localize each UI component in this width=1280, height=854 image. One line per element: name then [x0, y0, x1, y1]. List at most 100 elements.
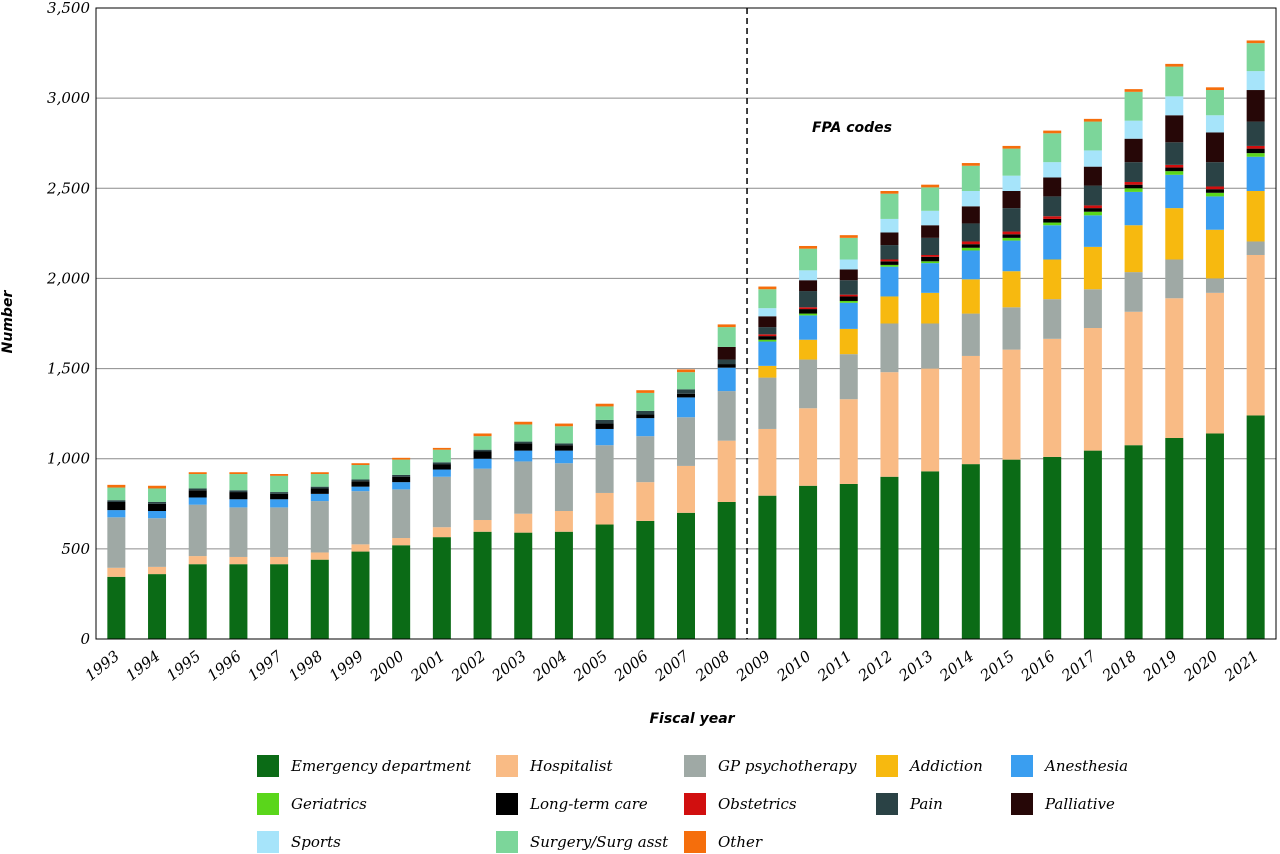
bar-stack-2006: [636, 390, 655, 639]
bar-segment: [717, 391, 736, 441]
bar-stack-2021: [1246, 40, 1265, 639]
bar-segment: [636, 410, 655, 415]
bar-stack-2002: [473, 433, 492, 639]
stacked-bar-chart: FPA codes 0 500 1,000 1,500 2,000 2,500 3,000 3…: [0, 0, 1277, 727]
bar-segment: [1002, 307, 1021, 350]
legend-swatch: [496, 755, 518, 777]
bar-segment: [1124, 191, 1143, 226]
bar-segment: [1124, 311, 1143, 446]
legend-swatch: [257, 831, 279, 853]
bar-segment: [636, 520, 655, 639]
bar-segment: [758, 339, 777, 342]
bar-segment: [799, 280, 818, 292]
bar-segment: [270, 499, 289, 508]
bar-segment: [839, 269, 858, 281]
bar-segment: [514, 421, 533, 425]
bar-segment: [1043, 259, 1062, 300]
bar-stack-1993: [107, 484, 126, 639]
bar-segment: [1002, 148, 1021, 176]
legend-swatch: [876, 755, 898, 777]
bar-segment: [717, 440, 736, 502]
bar-segment: [1205, 196, 1224, 230]
x-tick-label: 2009: [732, 647, 774, 686]
legend-item: Emergency department: [257, 754, 471, 778]
bar-segment: [188, 564, 207, 639]
bar-segment: [1165, 208, 1184, 260]
bar-segment: [554, 463, 573, 511]
x-tick-label: 1996: [204, 647, 246, 685]
legend-swatch: [876, 793, 898, 815]
bar-segment: [1083, 205, 1102, 209]
x-tick-label: 2005: [569, 647, 611, 685]
bar-segment: [880, 476, 899, 639]
bar-segment: [392, 489, 411, 539]
bar-segment: [595, 524, 614, 639]
bar-segment: [1165, 174, 1184, 209]
bar-segment: [921, 184, 940, 188]
bar-segment: [636, 436, 655, 483]
bar-segment: [432, 464, 451, 470]
bar-segment: [514, 450, 533, 462]
bar-segment: [799, 339, 818, 360]
bar-stack-2005: [595, 403, 614, 639]
y-tick-label: 2,500: [46, 179, 90, 197]
bar-segment: [1002, 231, 1021, 235]
bar-segment: [839, 259, 858, 270]
bar-segment: [717, 364, 736, 368]
bar-segment: [107, 567, 126, 577]
bar-segment: [310, 552, 329, 560]
bar-segment: [921, 263, 940, 293]
bar-segment: [1246, 145, 1265, 149]
bar-segment: [595, 423, 614, 429]
bar-segment: [717, 324, 736, 328]
bar-segment: [270, 474, 289, 476]
bar-stack-2020: [1205, 87, 1224, 639]
bar-segment: [1083, 118, 1102, 122]
bar-segment: [1124, 184, 1143, 189]
bar-segment: [1002, 190, 1021, 209]
bar-segment: [921, 292, 940, 324]
bar-segment: [188, 490, 207, 498]
bar-segment: [148, 503, 167, 511]
x-tick-label: 2002: [447, 647, 489, 685]
bar-segment: [1246, 241, 1265, 255]
bar-segment: [392, 457, 411, 460]
bar-segment: [229, 492, 248, 500]
bar-stack-2007: [677, 369, 695, 639]
bar-segment: [595, 428, 614, 446]
bar-segment: [229, 556, 248, 565]
bar-segment: [1165, 96, 1184, 116]
bar-segment: [758, 377, 777, 429]
bar-segment: [961, 279, 980, 314]
bar-segment: [1002, 234, 1021, 238]
bar-segment: [107, 487, 126, 501]
bar-segment: [270, 564, 289, 639]
bar-segment: [595, 445, 614, 493]
bar-segment: [717, 501, 736, 639]
bar-segment: [310, 486, 329, 489]
bar-segment: [961, 464, 980, 639]
bar-segment: [961, 247, 980, 251]
y-axis-title: Number: [0, 290, 16, 354]
legend-label: Sports: [291, 833, 341, 851]
bar-segment: [921, 225, 940, 238]
bar-segment: [432, 447, 451, 450]
bar-segment: [229, 564, 248, 639]
bar-stack-1994: [148, 485, 167, 639]
legend-item: Addiction: [876, 754, 983, 778]
y-tick-label: 1,000: [47, 450, 90, 468]
legend-label: Palliative: [1045, 795, 1115, 813]
x-tick-label: 2006: [610, 647, 652, 686]
bar-segment: [351, 479, 370, 482]
bar-stack-1998: [310, 472, 329, 639]
bar-segment: [1083, 450, 1102, 639]
bar-segment: [1205, 278, 1224, 293]
bar-segment: [310, 488, 329, 494]
bar-segment: [554, 531, 573, 639]
bar-segment: [1043, 338, 1062, 457]
bar-segment: [921, 210, 940, 226]
bar-segment: [473, 458, 492, 469]
bar-segment: [921, 256, 940, 262]
bar-segment: [107, 484, 126, 488]
bar-segment: [1083, 211, 1102, 216]
